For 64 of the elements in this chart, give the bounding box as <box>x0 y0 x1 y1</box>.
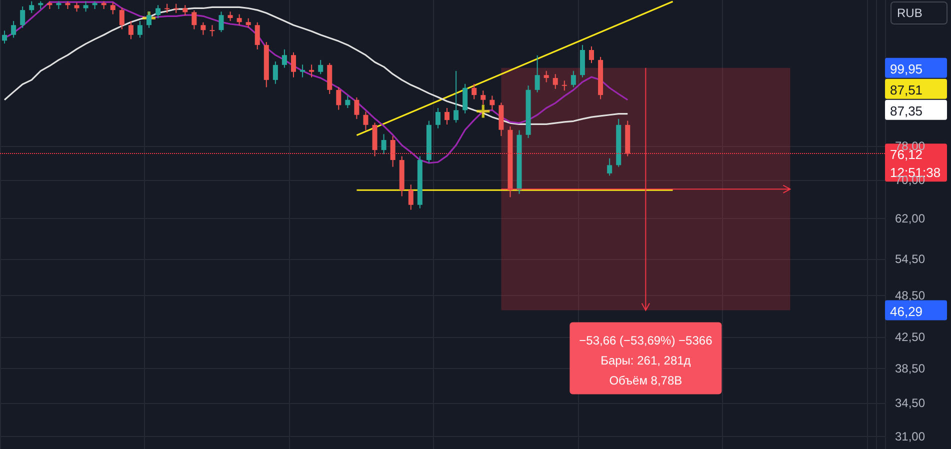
candlestick <box>29 0 34 14</box>
y-tick-label: 48,50 <box>895 288 926 303</box>
candlestick <box>218 11 224 33</box>
candlestick <box>381 134 386 155</box>
candlestick <box>210 24 215 37</box>
candlestick <box>345 95 350 108</box>
candlestick <box>254 22 260 50</box>
candlestick <box>74 2 80 12</box>
candlestick <box>174 3 179 14</box>
candlestick <box>119 7 124 30</box>
candlestick <box>11 20 16 38</box>
y-tick-label: 38,50 <box>895 361 926 376</box>
candlestick <box>290 52 296 78</box>
y-tick-label: 62,00 <box>895 211 926 226</box>
candlestick <box>146 11 152 28</box>
candlestick <box>552 74 558 90</box>
candlestick <box>200 22 206 36</box>
candlestick <box>390 136 396 168</box>
candlestick <box>408 184 414 210</box>
candlestick <box>480 90 486 105</box>
y-tick-label: 54,50 <box>895 252 926 266</box>
candlestick <box>444 108 450 126</box>
candlestick <box>164 3 170 14</box>
candlestick <box>363 111 368 131</box>
line-series <box>4 6 628 125</box>
candlestick <box>309 64 314 78</box>
text: 87,35 <box>890 103 923 118</box>
candlestick <box>589 46 594 64</box>
candlestick <box>607 158 612 176</box>
candlestick <box>2 30 8 44</box>
candlestick <box>236 14 242 26</box>
text: RUB <box>897 6 922 20</box>
candlestick <box>128 20 134 40</box>
candlestick <box>354 96 360 120</box>
candlestick <box>562 80 567 92</box>
candlestick <box>83 0 88 12</box>
annotation: −53,66 (−53,69%) −5366 Бары: 261, 281д Объём 8,78B <box>579 333 713 388</box>
candlestick <box>110 2 116 15</box>
y-tick-label: 34,50 <box>895 396 926 410</box>
candlestick <box>570 70 576 88</box>
text: 46,29 <box>890 304 923 319</box>
candlestick <box>462 83 468 114</box>
candlestick <box>137 20 142 38</box>
candlestick <box>300 64 306 78</box>
candlestick <box>534 54 540 93</box>
candlestick <box>246 18 251 28</box>
candlestick <box>282 48 287 68</box>
y-tick-label: 31,00 <box>895 430 926 444</box>
candlestick <box>490 95 495 110</box>
candlestick <box>272 61 278 84</box>
candlestick <box>228 11 233 22</box>
candlestick <box>318 59 324 75</box>
candlestick <box>336 86 342 110</box>
candlestick <box>20 6 26 28</box>
candlestick <box>435 108 440 129</box>
candlestick <box>544 70 549 83</box>
text: 87,51 <box>890 82 923 98</box>
y-tick-label: 42,50 <box>895 330 926 344</box>
candlestick <box>192 10 197 30</box>
candlestick <box>454 70 459 124</box>
text: 99,95 <box>890 61 923 76</box>
candlestick <box>156 4 161 19</box>
candlestick <box>182 4 188 16</box>
candlestick <box>472 83 477 100</box>
